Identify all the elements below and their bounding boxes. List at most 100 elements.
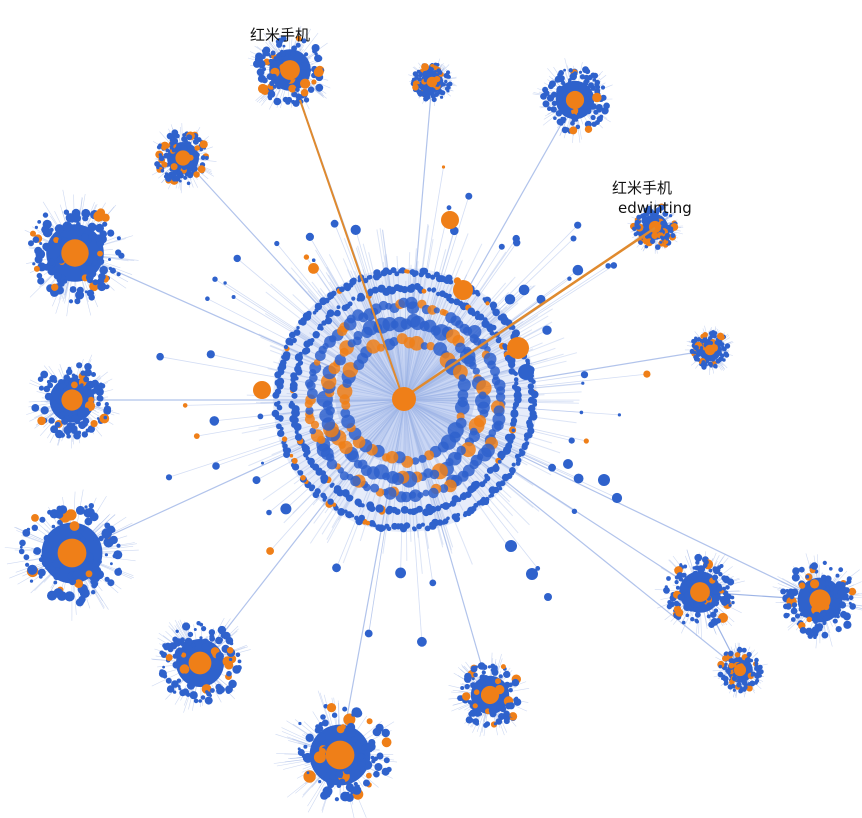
cluster-node (190, 149, 194, 154)
cluster-node (634, 222, 640, 228)
cluster-node (55, 273, 62, 280)
ring-node (491, 422, 502, 432)
cluster-node (714, 340, 720, 346)
ring-node (331, 482, 335, 487)
standalone-node (507, 337, 529, 359)
cluster-node (694, 611, 701, 618)
cluster-node (485, 679, 492, 686)
cluster-node (416, 69, 421, 74)
cluster-node (477, 662, 486, 670)
ring-node (448, 279, 454, 285)
cluster-node (87, 277, 93, 284)
satellite-cluster (4, 489, 139, 621)
ring-node (303, 347, 311, 354)
cluster-node (412, 84, 419, 91)
cluster-node (754, 673, 760, 679)
cluster-node (374, 763, 383, 771)
cluster-node (200, 695, 206, 700)
cluster-node (183, 175, 188, 180)
cluster-node (318, 780, 322, 784)
ring-node (382, 453, 391, 462)
cluster-node (734, 652, 741, 658)
cluster-node (115, 249, 122, 256)
cluster-node (36, 272, 43, 279)
hub-spoke-edge (404, 399, 579, 404)
ring-node (399, 267, 406, 274)
cluster-node (685, 613, 690, 618)
central-node[interactable] (392, 387, 416, 411)
cluster-node (69, 521, 80, 531)
cluster-node (310, 760, 316, 766)
cluster-node (467, 700, 473, 705)
outer-spoke-edge (185, 399, 406, 406)
outer-node (212, 276, 218, 282)
cluster-node (86, 507, 95, 517)
cluster-node (445, 74, 451, 79)
cluster-node (84, 505, 88, 509)
ring-node (495, 337, 502, 344)
cluster-node (753, 680, 758, 685)
top-cluster-label: 红米手机 (250, 26, 310, 44)
cluster-node (101, 237, 105, 241)
cluster-node (199, 636, 203, 640)
outer-spoke-edge (400, 399, 406, 573)
cluster-node (428, 67, 435, 73)
cluster-node (477, 680, 481, 684)
cluster-node (717, 332, 724, 340)
hub-spoke-edge (317, 290, 406, 401)
cluster-node (702, 336, 708, 342)
cluster-node (191, 648, 196, 652)
cluster-node (812, 630, 819, 637)
cluster-node (790, 588, 799, 597)
cluster-node (828, 610, 835, 617)
outer-spoke-edge (368, 399, 406, 634)
cluster-node (180, 641, 186, 647)
cluster-node (180, 637, 185, 643)
cluster-center-node (61, 239, 89, 267)
cluster-node (316, 732, 326, 742)
cluster-node (65, 213, 75, 223)
ring-node (489, 330, 495, 336)
cluster-node (67, 366, 72, 371)
cluster-node (181, 652, 187, 658)
cluster-node (587, 101, 591, 105)
ring-node (424, 450, 435, 461)
cluster-node (37, 277, 45, 285)
ring-node (501, 473, 510, 482)
cluster-node (116, 543, 121, 548)
outer-node (610, 262, 618, 269)
cluster-node (660, 220, 666, 226)
cluster-node (116, 272, 121, 277)
hub-spoke-edge (404, 391, 582, 401)
hub-spoke-edge (404, 321, 553, 401)
cluster-node (110, 562, 113, 566)
cluster-node (845, 581, 849, 585)
cluster-node (280, 51, 286, 57)
cluster-node (200, 155, 206, 161)
ring-node (495, 392, 506, 402)
cluster-node (335, 770, 344, 778)
cluster-node (39, 242, 43, 245)
cluster-node (96, 417, 100, 420)
clusters-layer (4, 25, 862, 818)
standalone-node (544, 593, 552, 601)
cluster-node (56, 505, 63, 512)
cluster-node (498, 713, 505, 720)
cluster-node (97, 282, 107, 292)
cluster-node (210, 688, 215, 693)
cluster-node (191, 643, 196, 648)
cluster-node (798, 582, 806, 589)
hub-spoke-edge (342, 399, 406, 564)
cluster-node (480, 705, 484, 709)
cluster-node (99, 265, 108, 275)
hub-spoke-edge (404, 337, 565, 401)
cluster-node (193, 171, 200, 178)
cluster-node (835, 626, 842, 633)
cluster-node (693, 355, 698, 360)
cluster-node (663, 587, 670, 594)
ring-node (293, 329, 299, 336)
outer-spoke-edge (306, 256, 406, 401)
ring-node (326, 309, 335, 318)
cluster-node (746, 685, 753, 692)
hub-spoke-edge (404, 383, 584, 401)
